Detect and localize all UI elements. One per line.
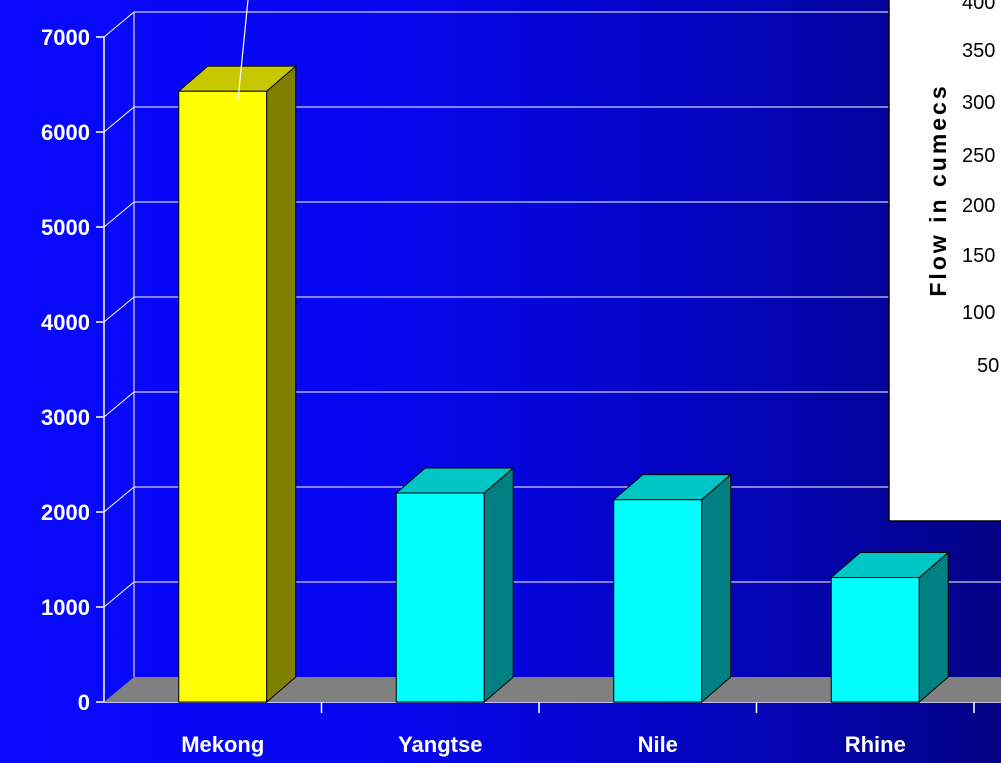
y-tick-label: 4000 (41, 310, 90, 335)
x-tick-label: Nile (638, 732, 678, 757)
y-tick-label: 1000 (41, 595, 90, 620)
y-tick-label: 2000 (41, 500, 90, 525)
y-tick-label: 5000 (41, 215, 90, 240)
annotation-leader-line (237, 0, 249, 101)
bar-nile (612, 473, 733, 704)
gridline (103, 11, 1001, 38)
bar-front (830, 577, 920, 703)
gridline (103, 201, 1001, 228)
bar-side (483, 466, 514, 704)
x-axis-labels: Mekong Yangtse Nile Rhine (181, 702, 975, 757)
bar-top (394, 467, 515, 494)
bar-yangtse (394, 466, 515, 704)
bar-side (701, 473, 732, 704)
bar-top (177, 65, 298, 92)
bar-rhine (829, 551, 950, 704)
x-tick-label: Yangtse (398, 732, 482, 757)
inset-tick-label: 400 (962, 0, 995, 14)
bar-mekong (177, 65, 298, 704)
bar-side (918, 551, 949, 704)
inset-tick-label: 100 (962, 302, 995, 324)
bar-front (395, 492, 485, 703)
bar-top (829, 552, 950, 579)
inset-panel-background (888, 0, 1001, 522)
y-tick-label: 6000 (41, 120, 90, 145)
bar-side (266, 65, 297, 704)
inset-chart-panel: 400 350 300 250 200 150 100 50 Flow in cumecs (888, 0, 1001, 522)
floor-plane (104, 677, 1001, 702)
bar-front (178, 90, 268, 703)
inset-tick-label: 150 (962, 245, 995, 267)
inset-tick-label: 250 (962, 145, 995, 167)
gridlines (103, 11, 1001, 677)
gridline (103, 391, 1001, 418)
x-tick-label: Rhine (845, 732, 906, 757)
inset-tick-label: 300 (962, 92, 995, 114)
y-tick-label: 3000 (41, 405, 90, 430)
y-tick-label: 0 (78, 690, 90, 715)
bar-front (613, 499, 703, 703)
inset-tick-label: 200 (962, 195, 995, 217)
y-tick-label: 7000 (41, 25, 90, 50)
bars (177, 0, 950, 704)
chart-floor (104, 677, 1001, 702)
inset-axis-title: Flow in cumecs (925, 83, 951, 296)
inset-tick-label: 50 (977, 355, 999, 377)
bar-top (612, 474, 733, 501)
gridline (103, 296, 1001, 323)
y-axis: 0 1000 2000 3000 4000 5000 6000 7000 (41, 25, 1001, 715)
inset-tick-label: 350 (962, 40, 995, 62)
gridline (103, 106, 1001, 133)
x-tick-label: Mekong (181, 732, 264, 757)
